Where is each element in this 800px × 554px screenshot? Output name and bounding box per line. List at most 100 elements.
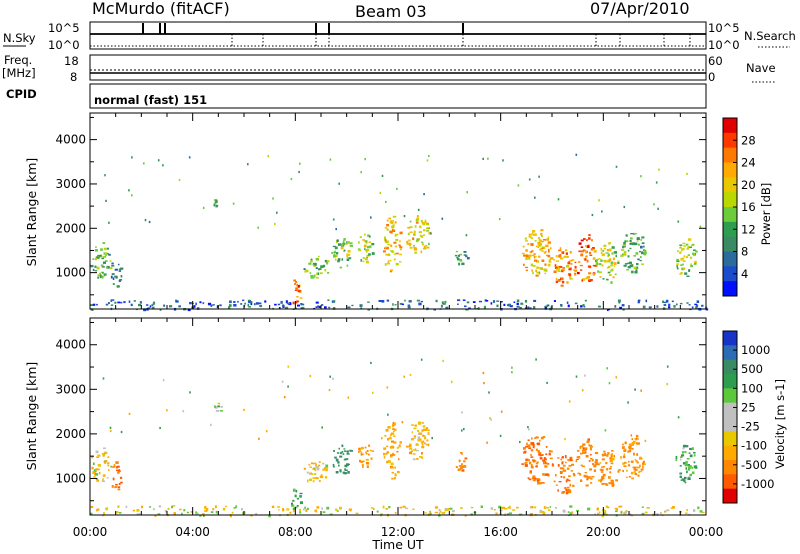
echo-cell — [97, 276, 100, 279]
echo-cell — [634, 472, 638, 476]
echo-cell — [550, 450, 553, 453]
echo-cell — [528, 235, 532, 238]
echo-cell — [392, 229, 396, 232]
echo-cell — [587, 245, 590, 248]
echo-cell — [306, 269, 309, 273]
echo-cell — [544, 506, 547, 509]
echo-cell — [564, 438, 566, 441]
echo-cell — [106, 252, 109, 255]
echo-cell — [394, 511, 397, 514]
echo-cell — [601, 453, 605, 457]
echo-cell — [534, 477, 537, 480]
echo-cell — [499, 434, 502, 437]
echo-cell — [547, 263, 551, 267]
echo-cell — [638, 470, 642, 473]
echo-cell — [629, 513, 632, 516]
echo-cell — [642, 465, 644, 469]
echo-cell — [101, 276, 104, 279]
echo-cell — [322, 511, 326, 514]
echo-cell — [359, 450, 362, 452]
echo-cell — [679, 458, 682, 461]
echo-cell — [96, 303, 98, 306]
echo-cell — [580, 239, 584, 242]
echo-cell — [362, 239, 365, 241]
echo-cell — [346, 253, 349, 256]
echo-cell — [571, 463, 575, 466]
echo-cell — [525, 257, 528, 260]
echo-cell — [531, 250, 534, 253]
echo-cell — [316, 467, 320, 471]
echo-cell — [566, 467, 570, 470]
echo-cell — [314, 263, 317, 266]
echo-cell — [349, 245, 353, 247]
echo-cell — [577, 272, 580, 275]
echo-cell — [428, 154, 430, 158]
echo-cell — [622, 462, 625, 465]
echo-cell — [172, 505, 176, 507]
echo-cell — [615, 254, 617, 258]
echo-cell — [117, 486, 121, 489]
colorbar-segment — [723, 374, 737, 389]
echo-cell — [580, 479, 582, 482]
echo-cell — [417, 421, 421, 425]
echo-cell — [409, 447, 413, 450]
echo-cell — [660, 512, 662, 515]
echo-cell — [679, 273, 682, 275]
echo-cell — [631, 471, 634, 475]
echo-cell — [381, 437, 383, 440]
echo-cell — [562, 491, 564, 493]
echo-cell — [371, 243, 375, 246]
echo-cell — [634, 388, 636, 391]
echo-cell — [414, 225, 417, 228]
echo-cell — [342, 240, 345, 244]
echo-cell — [335, 508, 338, 511]
echo-cell — [123, 301, 126, 304]
echo-cell — [530, 456, 534, 458]
echo-cell — [567, 511, 570, 513]
echo-cell — [300, 307, 303, 309]
colorbar-tick-label: 16 — [741, 200, 756, 214]
echo-cell — [214, 406, 218, 409]
echo-cell — [110, 304, 114, 306]
echo-cell — [676, 258, 680, 262]
echo-cell — [278, 307, 281, 310]
echo-cell — [549, 457, 553, 460]
echo-cell — [348, 257, 352, 260]
echo-cell — [611, 453, 613, 456]
nave-tick-bottom: 0 — [708, 70, 715, 84]
echo-cell — [457, 254, 460, 257]
colorbar-tick-label: 1000 — [741, 343, 770, 357]
echo-cell — [628, 449, 632, 453]
echo-cell — [398, 458, 400, 461]
colorbar-tick-label: 8 — [741, 245, 748, 259]
echo-cell — [461, 452, 463, 455]
echo-cell — [633, 467, 636, 471]
echo-patch — [596, 450, 621, 487]
echo-cell — [574, 265, 577, 269]
echo-cell — [306, 471, 309, 474]
echo-cell — [646, 507, 650, 509]
echo-cell — [627, 255, 630, 258]
echo-cell — [90, 304, 94, 306]
echo-cell — [389, 259, 392, 262]
echo-cell — [244, 302, 246, 305]
echo-cell — [461, 262, 465, 266]
echo-cell — [435, 299, 438, 303]
echo-cell — [593, 464, 597, 468]
echo-cell — [111, 262, 114, 265]
echo-cell — [665, 299, 669, 303]
echo-cell — [547, 248, 550, 251]
echo-cell — [423, 443, 427, 445]
echo-cell — [513, 301, 516, 303]
echo-cell — [591, 213, 594, 217]
echo-cell — [522, 245, 525, 248]
colorbar-segment — [723, 132, 737, 149]
nsky-trace — [90, 23, 706, 47]
echo-cell — [506, 513, 510, 515]
echo-cell — [319, 268, 322, 270]
echo-cell — [548, 452, 551, 456]
echo-cell — [606, 279, 609, 281]
echo-cell — [634, 469, 638, 471]
echo-cell — [257, 226, 259, 229]
